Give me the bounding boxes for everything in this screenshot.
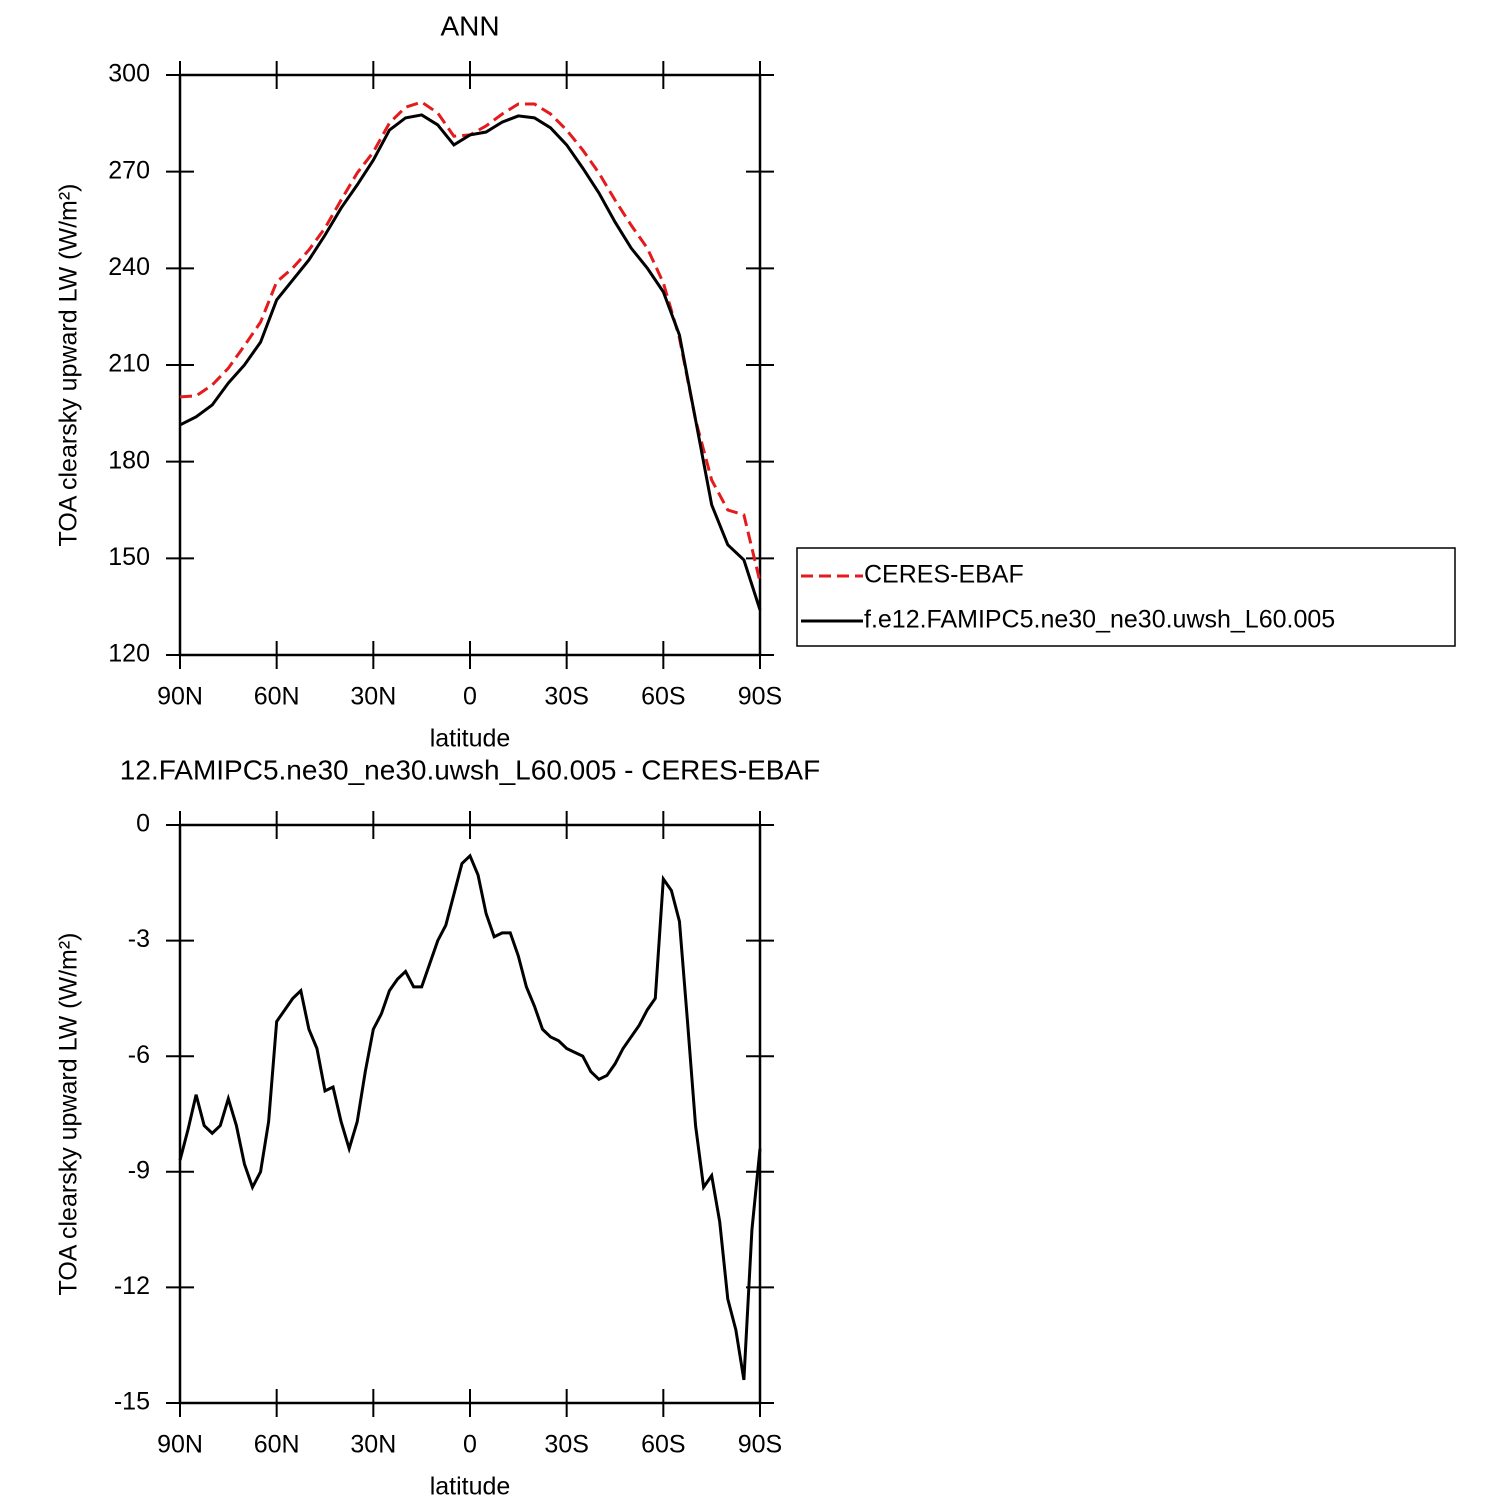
- y-tick-label: 210: [108, 350, 150, 378]
- y-tick-label: 270: [108, 156, 150, 184]
- y-axis-label: TOA clearsky upward LW (W/m²): [55, 183, 83, 546]
- y-tick-label: -3: [128, 925, 150, 953]
- y-tick-label: 0: [136, 810, 150, 838]
- plot-frame: [178, 823, 762, 1405]
- x-tick-label: 60N: [254, 683, 300, 711]
- y-tick-label: 180: [108, 446, 150, 474]
- y-tick-label: 300: [108, 60, 150, 88]
- chart-title: ANN: [440, 10, 499, 41]
- x-tick-label: 30N: [350, 683, 396, 711]
- data-line: [179, 100, 762, 583]
- y-tick-label: -15: [114, 1388, 150, 1416]
- x-tick-label: 30N: [350, 1431, 396, 1459]
- x-axis-label: latitude: [430, 1473, 511, 1501]
- legend-box: [796, 547, 1456, 647]
- x-tick-label: 60S: [641, 683, 685, 711]
- y-tick-label: -9: [128, 1156, 150, 1184]
- y-tick-label: -12: [114, 1272, 150, 1300]
- plot-frame: [178, 73, 762, 657]
- legend-label: f.e12.FAMIPC5.ne30_ne30.uwsh_L60.005: [864, 606, 1335, 634]
- x-tick-label: 30S: [544, 683, 588, 711]
- x-tick-label: 0: [463, 683, 477, 711]
- x-axis-label: latitude: [430, 725, 511, 753]
- y-tick-label: 240: [108, 253, 150, 281]
- x-tick-label: 90S: [738, 683, 782, 711]
- x-tick-label: 90N: [157, 1431, 203, 1459]
- y-tick-label: 120: [108, 640, 150, 668]
- data-line: [179, 113, 762, 611]
- x-tick-label: 60N: [254, 1431, 300, 1459]
- y-tick-label: 150: [108, 543, 150, 571]
- legend-label: CERES-EBAF: [864, 561, 1024, 589]
- x-tick-label: 60S: [641, 1431, 685, 1459]
- chart-title: 12.FAMIPC5.ne30_ne30.uwsh_L60.005 - CERE…: [120, 754, 820, 785]
- data-line: [178, 853, 762, 1381]
- y-tick-label: -6: [128, 1041, 150, 1069]
- x-tick-label: 90N: [157, 683, 203, 711]
- x-tick-label: 90S: [738, 1431, 782, 1459]
- y-axis-label: TOA clearsky upward LW (W/m²): [55, 932, 83, 1295]
- x-tick-label: 30S: [544, 1431, 588, 1459]
- x-tick-label: 0: [463, 1431, 477, 1459]
